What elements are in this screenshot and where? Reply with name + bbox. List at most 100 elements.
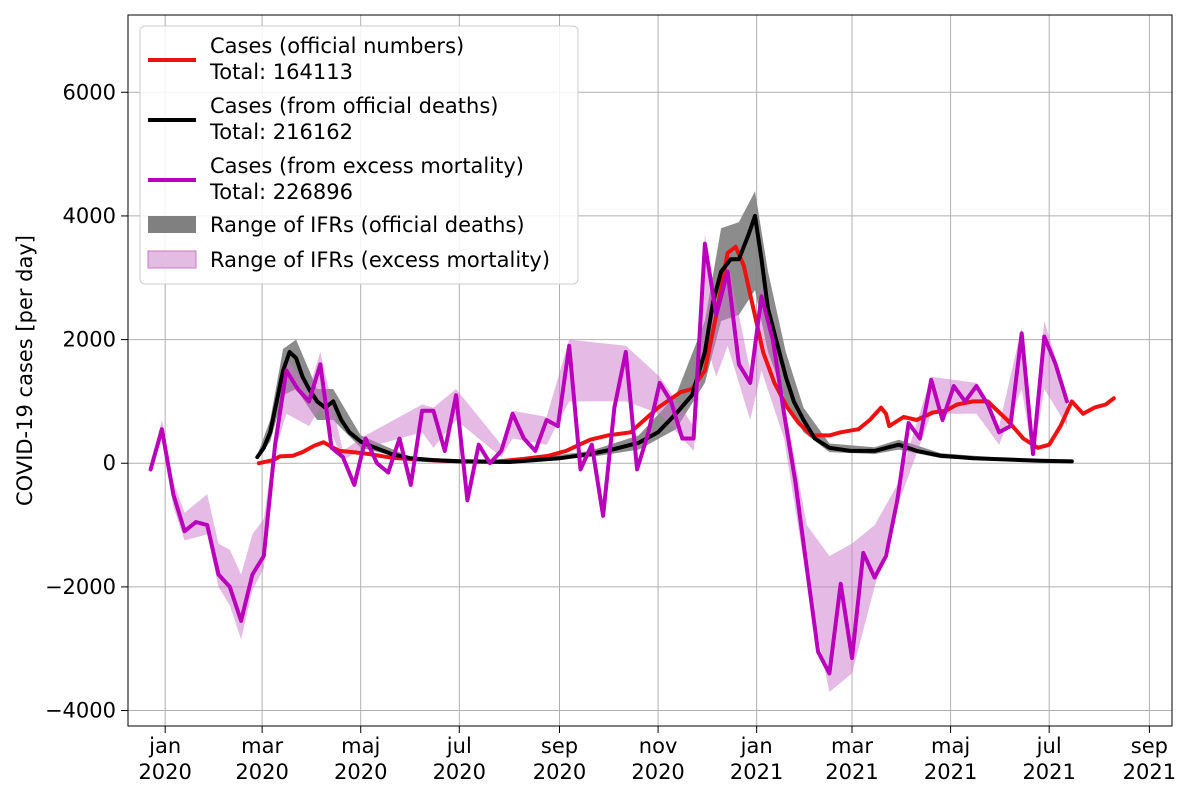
legend-total-cases-official-numbers: Total: 164113 — [209, 60, 353, 84]
data-point — [915, 418, 919, 422]
x-tick-month-label: mar — [831, 734, 873, 758]
data-point — [564, 449, 568, 453]
data-point — [321, 440, 326, 444]
x-tick-year-label: 2020 — [433, 760, 486, 784]
data-point — [747, 232, 751, 237]
x-tick-month-label: jan — [740, 734, 773, 758]
data-point — [257, 461, 261, 465]
data-point — [351, 450, 355, 454]
legend-label-cases-official-numbers: Cases (official numbers) — [210, 34, 464, 58]
x-tick-year-label: 2020 — [138, 760, 191, 784]
data-point — [300, 450, 305, 454]
y-tick-label: 6000 — [63, 80, 116, 104]
y-tick-label: 0 — [103, 451, 116, 475]
x-tick-month-label: sep — [541, 734, 578, 758]
data-point — [868, 418, 872, 422]
x-tick-month-label: mar — [241, 734, 283, 758]
x-tick-year-label: 2020 — [533, 760, 586, 784]
data-point — [915, 449, 919, 453]
data-point — [281, 368, 285, 373]
x-tick-year-label: 2021 — [730, 760, 783, 784]
data-point — [315, 399, 319, 403]
data-point — [606, 433, 610, 437]
y-tick-label: 2000 — [63, 328, 116, 352]
x-tick-month-label: jul — [1036, 734, 1062, 758]
data-point — [971, 399, 975, 403]
y-axis-label: COVID-19 cases [per day] — [13, 235, 37, 506]
data-point — [1070, 459, 1074, 463]
data-point — [690, 393, 694, 397]
data-point — [797, 421, 801, 425]
data-point — [955, 402, 959, 407]
y-tick-label: −2000 — [45, 575, 116, 599]
data-point — [507, 460, 511, 464]
data-point — [679, 390, 683, 394]
data-point — [1112, 396, 1116, 400]
legend-label-cases-from-official-deaths: Cases (from official deaths) — [210, 94, 498, 118]
data-point — [1047, 443, 1051, 447]
data-point — [887, 424, 891, 428]
data-point — [703, 350, 707, 354]
data-point — [897, 443, 901, 447]
x-tick-year-label: 2020 — [631, 760, 684, 784]
data-point — [268, 430, 272, 434]
data-point — [971, 456, 975, 460]
x-tick-year-label: 2020 — [235, 760, 288, 784]
data-point — [255, 455, 259, 459]
data-point — [557, 456, 562, 460]
data-point — [1104, 402, 1108, 407]
series-line-cases-from-excess-mortality — [148, 241, 1069, 676]
y-tick-label: −4000 — [45, 699, 116, 723]
data-point — [726, 251, 730, 255]
data-point — [262, 446, 266, 450]
legend-swatch-range-of-ifrs-excess-mortality — [147, 250, 197, 269]
data-point — [792, 399, 796, 403]
data-point — [813, 436, 817, 441]
data-point — [785, 406, 790, 410]
legend-label-range-of-ifrs-official-deaths: Range of IFRs (official deaths) — [210, 213, 525, 237]
x-tick-month-label: jan — [148, 734, 181, 758]
legend-total-cases-from-excess-mortality: Total: 226896 — [209, 180, 353, 204]
x-tick-year-label: 2021 — [924, 760, 977, 784]
data-point — [300, 375, 305, 379]
data-point — [431, 458, 435, 462]
data-point — [839, 430, 843, 434]
x-tick-year-label: 2021 — [1123, 760, 1176, 784]
x-tick-month-label: maj — [931, 734, 970, 758]
data-point — [359, 440, 363, 444]
legend: Cases (official numbers)Total: 164113 Cas… — [139, 25, 579, 285]
data-point — [1058, 424, 1063, 428]
x-tick-month-label: maj — [341, 734, 380, 758]
y-tick-label: 4000 — [63, 204, 116, 228]
band-range-of-ifrs-excess-mortality — [150, 234, 1068, 692]
data-point — [772, 381, 777, 385]
data-point — [759, 257, 764, 261]
data-point — [1081, 412, 1085, 416]
data-point — [1021, 436, 1025, 441]
data-point — [312, 444, 316, 448]
data-point — [742, 263, 746, 267]
data-point — [801, 418, 806, 422]
legend-box — [139, 25, 579, 285]
x-tick-month-label: sep — [1131, 734, 1168, 758]
data-point — [457, 459, 461, 463]
data-point — [637, 441, 641, 445]
data-point — [629, 430, 633, 434]
data-point — [751, 307, 756, 311]
data-point — [1070, 399, 1074, 403]
data-point — [367, 452, 371, 456]
data-point — [294, 356, 298, 360]
data-point — [331, 399, 335, 403]
data-point — [339, 418, 343, 422]
data-point — [827, 446, 832, 450]
data-point — [753, 214, 757, 218]
data-point — [546, 454, 550, 458]
data-point — [848, 449, 853, 453]
data-point — [1005, 418, 1009, 422]
data-point — [719, 270, 723, 274]
data-point — [873, 449, 877, 453]
data-point — [879, 406, 883, 410]
x-tick-year-label: 2021 — [1022, 760, 1075, 784]
data-point — [902, 415, 906, 419]
